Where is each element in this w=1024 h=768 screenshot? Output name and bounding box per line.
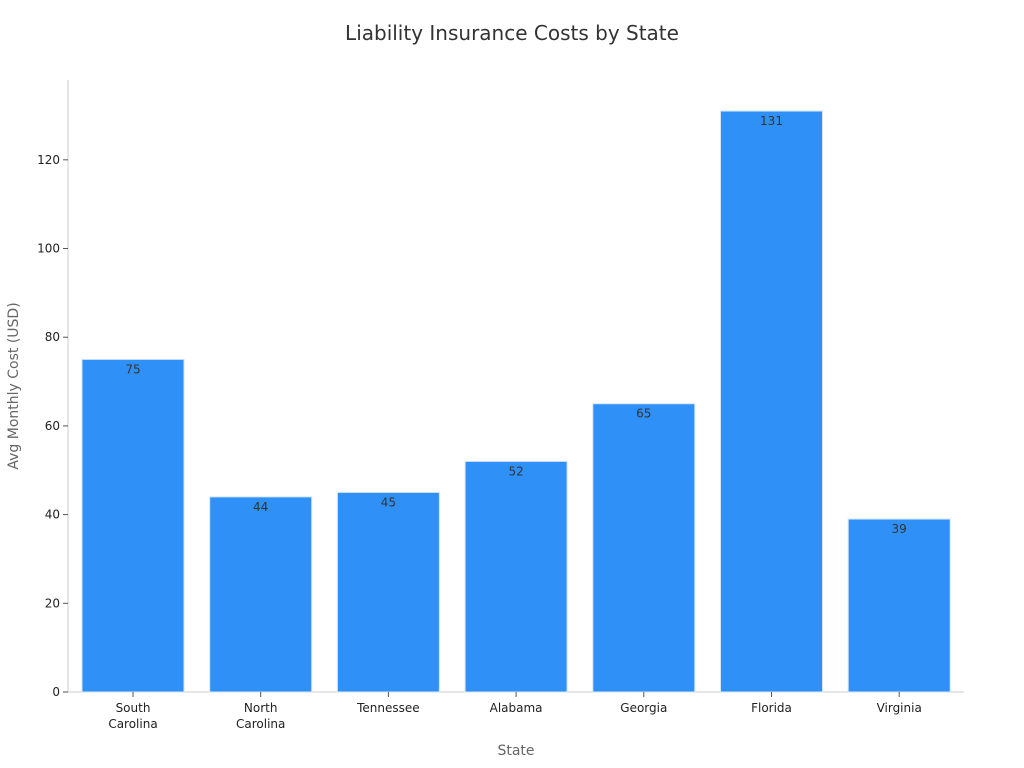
x-tick-label-line: Alabama <box>490 701 543 715</box>
y-tick-label: 60 <box>45 419 60 433</box>
bar-value-label: 39 <box>892 522 907 536</box>
bar <box>81 358 185 693</box>
y-tick-label: 100 <box>37 242 60 256</box>
bar <box>209 496 313 693</box>
x-tick-label: South Carolina <box>108 701 157 731</box>
x-axis-ticks: South Carolina North Carolina Tennessee Alaba… <box>108 692 922 731</box>
y-tick-label: 80 <box>45 330 60 344</box>
x-tick-label-line: Carolina <box>236 717 285 731</box>
bar-value-label: 75 <box>125 362 140 376</box>
bar <box>847 518 951 693</box>
y-axis-title: Avg Monthly Cost (USD) <box>6 302 22 469</box>
x-tick-label: Georgia <box>620 701 667 715</box>
x-tick-label: North Carolina <box>236 701 285 731</box>
x-tick-label-line: North <box>244 701 278 715</box>
bars-group: 75 44 45 52 65 131 39 <box>81 110 951 693</box>
x-tick-label-line: Georgia <box>620 701 667 715</box>
y-tick-label: 120 <box>37 153 60 167</box>
bar <box>464 460 568 693</box>
x-tick-label: Florida <box>751 701 792 715</box>
x-tick-label-line: Carolina <box>108 717 157 731</box>
bar-value-label: 65 <box>636 407 651 421</box>
chart-title: Liability Insurance Costs by State <box>345 21 679 45</box>
y-axis-ticks: 0 20 40 60 80 100 120 <box>37 153 68 699</box>
bar <box>720 110 823 693</box>
x-tick-label-line: Florida <box>751 701 792 715</box>
bar <box>336 491 440 693</box>
y-tick-label: 0 <box>52 685 60 699</box>
x-tick-label: Virginia <box>877 701 922 715</box>
bar-value-label: 44 <box>253 500 268 514</box>
y-tick-label: 40 <box>45 508 60 522</box>
bar-value-label: 52 <box>508 464 523 478</box>
bar-value-label: 131 <box>760 114 783 128</box>
bar <box>592 403 696 693</box>
x-tick-label-line: South <box>116 701 151 715</box>
x-tick-label: Alabama <box>490 701 543 715</box>
x-tick-label-line: Virginia <box>877 701 922 715</box>
x-axis-title: State <box>497 743 534 759</box>
y-tick-label: 20 <box>45 596 60 610</box>
bar-value-label: 45 <box>381 495 396 509</box>
x-tick-label-line: Tennessee <box>356 701 420 715</box>
x-tick-label: Tennessee <box>356 701 420 715</box>
